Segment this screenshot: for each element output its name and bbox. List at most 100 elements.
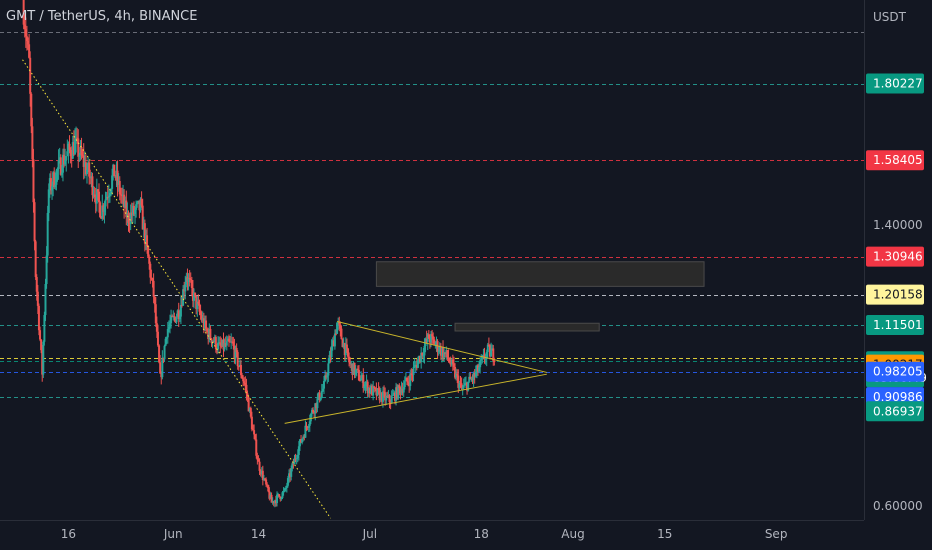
candle-body-307 <box>357 369 360 381</box>
candle-body-333 <box>386 395 389 397</box>
candle-body-112 <box>144 235 147 244</box>
candle-body-107 <box>139 199 142 211</box>
candle-body-370 <box>426 334 429 342</box>
candles <box>22 0 496 508</box>
candle-body-228 <box>271 501 274 503</box>
candle-body-264 <box>310 409 313 414</box>
candle-body-169 <box>207 330 210 340</box>
price-label-0[interactable] <box>866 73 924 94</box>
candle-body-34 <box>59 157 62 175</box>
candle-body-7 <box>30 93 33 127</box>
candle-body-277 <box>325 375 328 378</box>
candle-body-62 <box>90 176 93 179</box>
candle-body-167 <box>205 320 208 329</box>
candle-body-29 <box>54 184 57 188</box>
price-label-3[interactable] <box>866 284 924 305</box>
price-label-9[interactable] <box>866 401 924 422</box>
candle-body-141 <box>176 310 179 317</box>
candle-body-43 <box>69 149 72 157</box>
symbol-title[interactable]: GMT / TetherUS, 4h, BINANCE <box>6 9 198 24</box>
candle-body-247 <box>292 463 295 465</box>
trendline-2[interactable] <box>284 373 547 424</box>
candle-body-360 <box>415 364 418 368</box>
candle-body-319 <box>371 386 374 396</box>
candle-body-372 <box>428 338 431 343</box>
candle-body-251 <box>296 454 299 459</box>
candle-body-153 <box>189 279 192 281</box>
zone-0[interactable] <box>375 261 705 287</box>
price-label-1[interactable] <box>866 150 924 171</box>
candle-body-339 <box>392 392 395 395</box>
candle-body-185 <box>224 343 227 346</box>
price-label-4[interactable] <box>866 314 924 335</box>
candle-body-210 <box>251 429 254 431</box>
currency-label[interactable]: USDT <box>873 10 906 24</box>
candle-body-410 <box>470 378 473 380</box>
candle-body-321 <box>373 386 376 389</box>
candle-body-33 <box>58 157 61 161</box>
candle-body-323 <box>375 388 378 396</box>
x-tick-3: Jul <box>362 527 377 541</box>
candle-body-220 <box>262 478 265 480</box>
candle-body-16 <box>40 339 43 351</box>
candle-body-30 <box>55 170 58 185</box>
candle-body-385 <box>443 352 446 358</box>
candle-body-387 <box>445 350 448 354</box>
candle-body-230 <box>273 500 276 504</box>
candle-body-286 <box>334 333 337 335</box>
zone-1[interactable] <box>454 322 600 332</box>
candle-body-28 <box>53 172 56 188</box>
candle-body-170 <box>208 328 211 340</box>
candle-body-131 <box>165 337 168 339</box>
candle-body-56 <box>83 162 86 167</box>
candle-body-83 <box>113 164 116 177</box>
candle-body-249 <box>294 458 297 460</box>
candle-body-425 <box>486 344 489 353</box>
candle-body-216 <box>258 461 261 471</box>
candle-body-342 <box>396 387 399 399</box>
candle-body-318 <box>369 386 372 394</box>
candle-body-12 <box>35 277 38 292</box>
candle-body-1 <box>23 24 26 30</box>
candle-body-48 <box>75 137 78 140</box>
candle-body-413 <box>473 372 476 377</box>
candle-body-213 <box>255 439 258 456</box>
time-axis: 16 Jun 14 Jul 18 Aug 15 Sep <box>61 527 788 541</box>
candle-body-231 <box>274 500 277 504</box>
candle-body-6 <box>29 57 32 94</box>
candle-body-4 <box>27 41 30 45</box>
candle-body-202 <box>243 381 246 383</box>
trendline-1[interactable] <box>336 321 547 373</box>
candle-body-194 <box>234 347 237 359</box>
trendline-0[interactable] <box>22 59 331 519</box>
candle-body-196 <box>236 352 239 367</box>
candle-body-134 <box>168 323 171 327</box>
candle-body-59 <box>87 162 90 170</box>
candle-body-310 <box>361 374 364 379</box>
price-label-2[interactable] <box>866 246 924 267</box>
candle-body-271 <box>318 392 321 401</box>
candle-body-349 <box>403 381 406 388</box>
candle-body-46 <box>72 142 75 155</box>
candle-body-418 <box>479 360 482 368</box>
candle-body-386 <box>444 352 447 354</box>
candle-body-151 <box>187 277 190 282</box>
candle-body-402 <box>461 387 464 389</box>
candle-body-138 <box>173 316 176 318</box>
candle-body-375 <box>432 336 435 340</box>
candle-body-315 <box>366 381 369 394</box>
candle-body-268 <box>315 403 318 409</box>
candle-body-431 <box>493 360 496 363</box>
candle-body-250 <box>295 458 298 460</box>
candle-body-400 <box>459 383 462 385</box>
candle-body-127 <box>161 357 164 378</box>
candle-body-110 <box>142 223 145 230</box>
candle-body-396 <box>455 373 458 378</box>
candle-body-108 <box>140 199 143 206</box>
candle-body-240 <box>284 487 287 489</box>
price-label-7[interactable] <box>866 361 924 382</box>
candle-body-186 <box>225 341 228 346</box>
candle-body-154 <box>190 280 193 289</box>
candle-body-115 <box>148 256 151 264</box>
